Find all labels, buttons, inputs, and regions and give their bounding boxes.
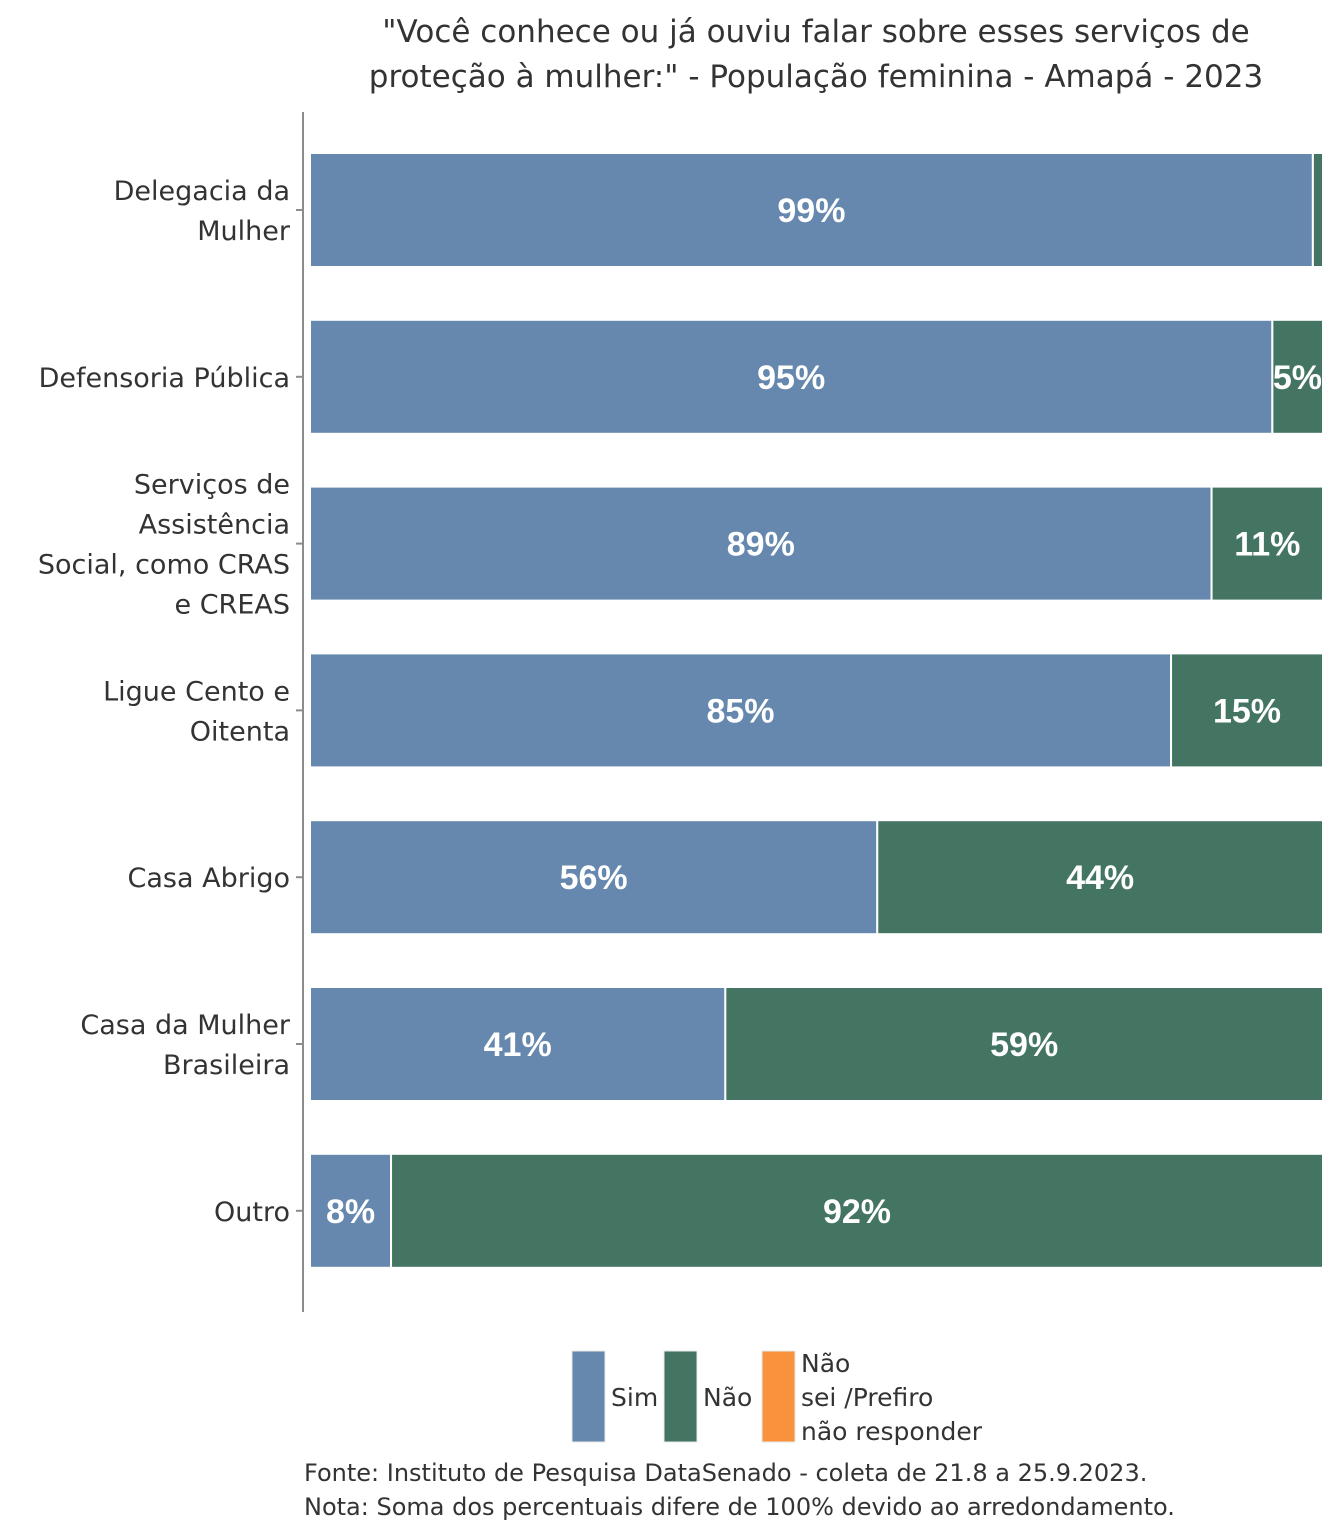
category-label: Delegacia da Mulher bbox=[114, 176, 291, 247]
data-label: 85% bbox=[706, 692, 774, 730]
data-label: 8% bbox=[326, 1193, 375, 1231]
bar-segment-sim bbox=[309, 152, 1314, 268]
chart-title-line: proteção à mulher:" - População feminina… bbox=[369, 59, 1263, 95]
legend-label: Não bbox=[703, 1383, 752, 1412]
legend-label: Sim bbox=[611, 1383, 658, 1412]
legend-swatch bbox=[571, 1350, 606, 1443]
data-label: 15% bbox=[1213, 692, 1281, 730]
bar-segment-n-o bbox=[1311, 152, 1324, 268]
bar-segment-n-o bbox=[1210, 485, 1324, 602]
data-label: 89% bbox=[727, 526, 795, 564]
data-label: 56% bbox=[560, 859, 628, 897]
chart-title: "Você conhece ou já ouviu falar sobre es… bbox=[369, 14, 1263, 95]
category-label: Defensoria Pública bbox=[39, 363, 290, 394]
category-label: Casa da Mulher Brasileira bbox=[80, 1010, 290, 1081]
legend-swatch bbox=[761, 1350, 796, 1443]
data-label: 44% bbox=[1066, 859, 1134, 897]
data-label: 99% bbox=[777, 192, 845, 230]
y-axis-ticks bbox=[296, 209, 303, 1212]
bar-segment-n-o bbox=[1271, 318, 1324, 435]
bar-segment-sim bbox=[309, 1152, 393, 1269]
bar-segment-n-o bbox=[724, 986, 1324, 1102]
legend: Sim Não Não sei /Prefiro não responder bbox=[571, 1349, 983, 1446]
footnote: Nota: Soma dos percentuais difere de 100… bbox=[304, 1493, 1175, 1521]
category-label: Outro bbox=[214, 1197, 290, 1228]
bar-segment-sim bbox=[309, 652, 1173, 769]
data-label: 59% bbox=[990, 1026, 1058, 1064]
data-label: 5% bbox=[1273, 359, 1322, 397]
data-label: 95% bbox=[757, 359, 825, 397]
bars bbox=[309, 152, 1325, 1269]
legend-label: Não sei /Prefiro não responder bbox=[801, 1349, 983, 1446]
chart-title-line: "Você conhece ou já ouviu falar sobre es… bbox=[382, 14, 1249, 50]
data-label: 92% bbox=[823, 1193, 891, 1231]
data-labels: 99% 95% 5% 89% 11% 85% 15% 56% 44% 41% 59% 8% 92% bbox=[326, 192, 1322, 1231]
category-label: Casa Abrigo bbox=[128, 863, 290, 894]
bar-segment-n-o bbox=[1170, 652, 1325, 769]
bar-segment-n-o bbox=[390, 1152, 1325, 1269]
footnote: Fonte: Instituto de Pesquisa DataSenado … bbox=[304, 1459, 1147, 1487]
bar-segment-sim bbox=[309, 318, 1274, 435]
data-label: 11% bbox=[1234, 526, 1300, 564]
footnotes: Fonte: Instituto de Pesquisa DataSenado … bbox=[304, 1459, 1175, 1521]
category-label: Serviços de Assistência Social, como CRAS e… bbox=[38, 470, 290, 621]
legend-swatch bbox=[663, 1350, 698, 1443]
data-label: 41% bbox=[484, 1026, 552, 1064]
bar-segment-sim bbox=[309, 819, 879, 936]
category-labels: Delegacia da Mulher Defensoria Pública Serv… bbox=[38, 176, 291, 1228]
bar-segment-n-o bbox=[876, 819, 1325, 936]
category-label: Ligue Cento e Oitenta bbox=[103, 676, 290, 747]
